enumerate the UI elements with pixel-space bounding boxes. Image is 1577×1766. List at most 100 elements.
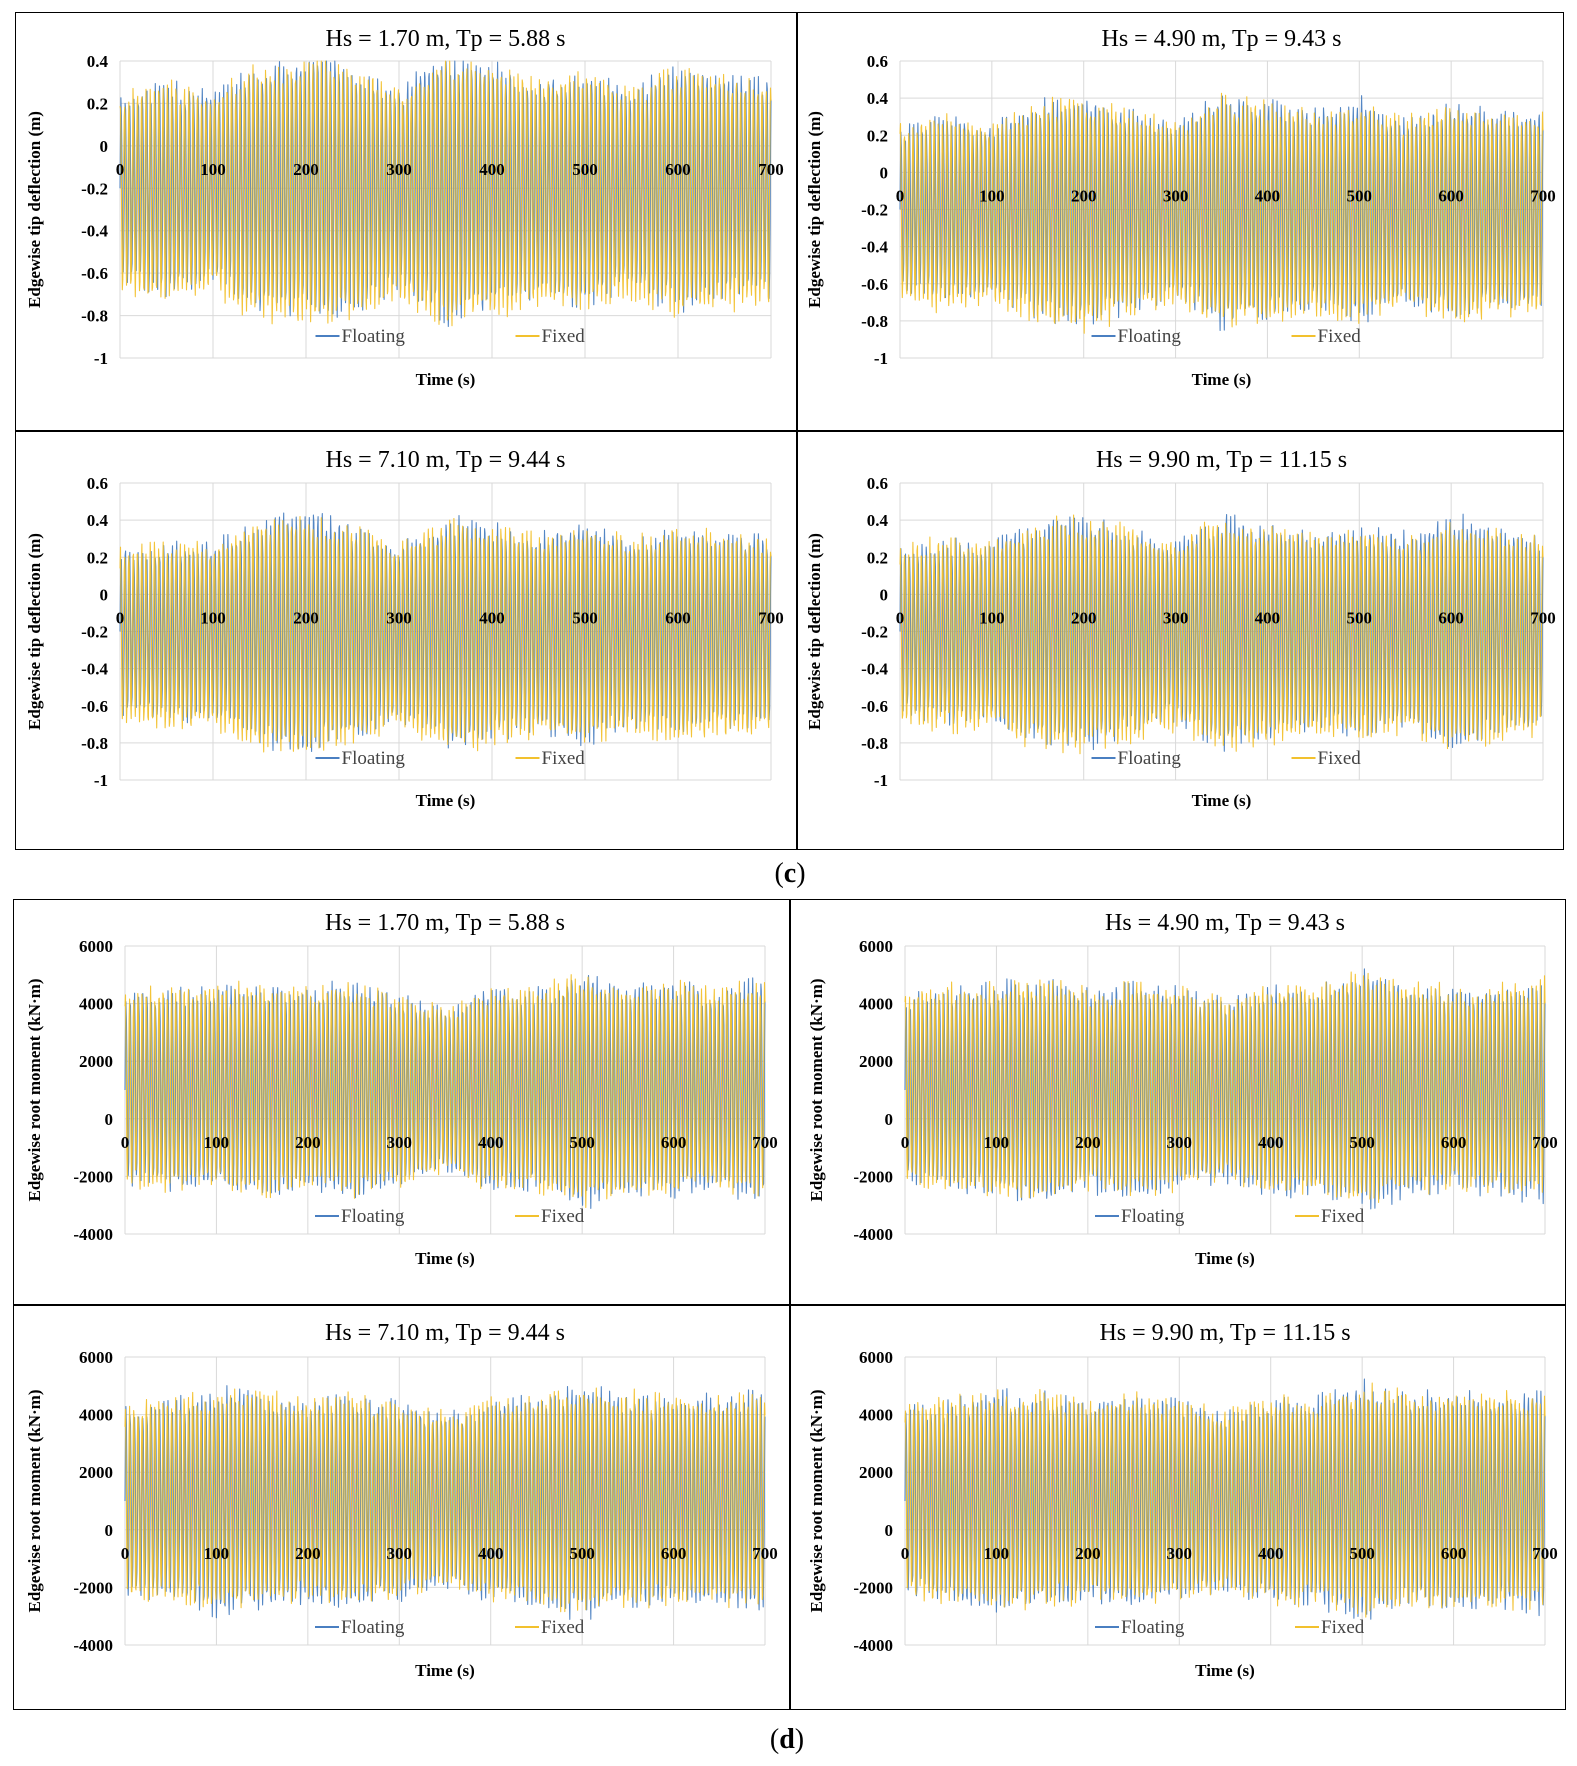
x-tick-label: 700 — [1530, 608, 1556, 627]
y-tick-label: 0.4 — [867, 89, 889, 108]
x-tick-label: 700 — [1532, 1133, 1558, 1152]
x-tick-label: 200 — [293, 160, 319, 179]
x-tick-label: 400 — [478, 1544, 504, 1563]
x-tick-label: 400 — [479, 608, 505, 627]
legend-label: Fixed — [542, 748, 586, 769]
series-fixed-line — [119, 516, 772, 753]
x-tick-label: 300 — [1163, 608, 1189, 627]
x-tick-label: 200 — [1075, 1544, 1101, 1563]
legend-label: Floating — [341, 1206, 405, 1227]
legend-label: Floating — [1121, 1206, 1185, 1227]
y-tick-label: 4000 — [79, 1406, 113, 1425]
y-tick-label: -4000 — [853, 1225, 893, 1244]
x-tick-label: 500 — [1347, 186, 1373, 205]
x-tick-label: 700 — [1532, 1544, 1558, 1563]
x-tick-label: 700 — [758, 608, 784, 627]
series-fixed-line — [124, 1387, 766, 1613]
legend-label: Fixed — [541, 1206, 585, 1227]
y-tick-label: 0 — [105, 1110, 114, 1129]
y-tick-label: 2000 — [79, 1052, 113, 1071]
x-axis-label: Time (s) — [1195, 1249, 1255, 1268]
x-axis-label: Time (s) — [1192, 370, 1252, 389]
x-tick-label: 600 — [665, 608, 691, 627]
y-tick-label: -4000 — [73, 1636, 113, 1655]
x-axis-label: Time (s) — [415, 1249, 475, 1268]
figure-d-label: (d) — [769, 1724, 805, 1755]
series-fixed-line — [904, 1382, 1546, 1618]
x-tick-label: 100 — [979, 608, 1005, 627]
chart-d3: 6000 4000 2000 0 -2000 -4000 0 100 200 300 400 500 6… — [25, 1320, 778, 1680]
series-fixed-line — [899, 514, 1544, 755]
series-floating-line — [899, 513, 1544, 752]
chart-d1: 6000 4000 2000 0 -2000 -4000 0 100 200 300 400 500 6… — [25, 910, 778, 1268]
y-tick-label: 4000 — [79, 995, 113, 1014]
x-tick-label: 200 — [1075, 1133, 1101, 1152]
y-axis-label: Edgewise root moment (kN·m) — [807, 1389, 826, 1612]
x-tick-label: 500 — [572, 608, 598, 627]
x-tick-label: 0 — [121, 1544, 130, 1563]
legend-label: Fixed — [1318, 748, 1362, 769]
y-tick-label: -4000 — [853, 1636, 893, 1655]
x-axis-label: Time (s) — [416, 370, 476, 389]
x-tick-label: 300 — [387, 1544, 413, 1563]
x-tick-label: 600 — [1438, 186, 1464, 205]
y-tick-label: 2000 — [859, 1052, 893, 1071]
y-tick-label: -2000 — [73, 1167, 113, 1186]
chart-title: Hs = 4.90 m, Tp = 9.43 s — [1105, 910, 1345, 936]
x-tick-label: 0 — [901, 1133, 910, 1152]
legend-label: Floating — [342, 326, 406, 347]
y-tick-label: -0.4 — [81, 222, 108, 241]
y-tick-label: -0.6 — [81, 697, 108, 716]
x-tick-label: 100 — [984, 1133, 1010, 1152]
chart-title: Hs = 9.90 m, Tp = 11.15 s — [1099, 1320, 1350, 1346]
x-tick-label: 700 — [758, 160, 784, 179]
chart-d2: 6000 4000 2000 0 -2000 -4000 0 100 200 300 400 500 6… — [807, 910, 1558, 1268]
x-tick-label: 100 — [204, 1544, 230, 1563]
y-tick-label: -0.2 — [81, 179, 108, 198]
y-tick-label: -0.8 — [861, 734, 888, 753]
series-floating-line — [119, 60, 772, 328]
series-floating-line — [119, 512, 772, 753]
x-tick-label: 600 — [1438, 608, 1464, 627]
y-tick-label: -0.8 — [81, 307, 108, 326]
y-tick-label: 0.6 — [87, 474, 108, 493]
y-tick-label: -2000 — [73, 1578, 113, 1597]
chart-title: Hs = 1.70 m, Tp = 5.88 s — [325, 910, 565, 936]
y-tick-label: -0.2 — [81, 623, 108, 642]
y-axis-label: Edgewise root moment (kN·m) — [25, 978, 44, 1201]
legend-label: Fixed — [1321, 1617, 1365, 1638]
legend-label: Floating — [1121, 1617, 1185, 1638]
x-tick-label: 100 — [200, 160, 226, 179]
x-tick-label: 700 — [752, 1133, 778, 1152]
x-tick-label: 600 — [661, 1133, 687, 1152]
y-tick-label: -1 — [94, 349, 108, 368]
series-floating-line — [904, 968, 1546, 1210]
y-tick-label: 0.4 — [867, 511, 889, 530]
legend-label: Floating — [342, 748, 406, 769]
y-tick-label: -0.4 — [861, 660, 888, 679]
series-floating-line — [904, 1378, 1546, 1620]
legend-label: Floating — [1118, 748, 1182, 769]
y-tick-label: 0.4 — [87, 52, 109, 71]
x-tick-label: 500 — [1349, 1544, 1375, 1563]
x-tick-label: 500 — [569, 1544, 595, 1563]
x-tick-label: 500 — [569, 1133, 595, 1152]
y-axis-label: Edgewise tip deflection (m) — [805, 533, 824, 730]
x-tick-label: 300 — [386, 608, 412, 627]
y-axis-label: Edgewise root moment (kN·m) — [807, 978, 826, 1201]
series-floating-line — [124, 1385, 766, 1620]
chart-d4: 6000 4000 2000 0 -2000 -4000 0 100 200 300 400 500 6… — [807, 1320, 1558, 1680]
y-tick-label: 0 — [880, 585, 889, 604]
y-tick-label: 2000 — [79, 1463, 113, 1482]
y-tick-label: -0.6 — [81, 264, 108, 283]
x-tick-label: 300 — [1167, 1133, 1193, 1152]
legend-label: Fixed — [1321, 1206, 1365, 1227]
x-tick-label: 400 — [479, 160, 505, 179]
y-tick-label: -2000 — [853, 1578, 893, 1597]
x-axis-label: Time (s) — [415, 1661, 475, 1680]
y-tick-label: -4000 — [73, 1225, 113, 1244]
y-tick-label: -0.4 — [861, 238, 888, 257]
x-tick-label: 0 — [116, 160, 125, 179]
y-tick-label: 6000 — [859, 1348, 893, 1367]
y-tick-label: 0 — [105, 1521, 114, 1540]
